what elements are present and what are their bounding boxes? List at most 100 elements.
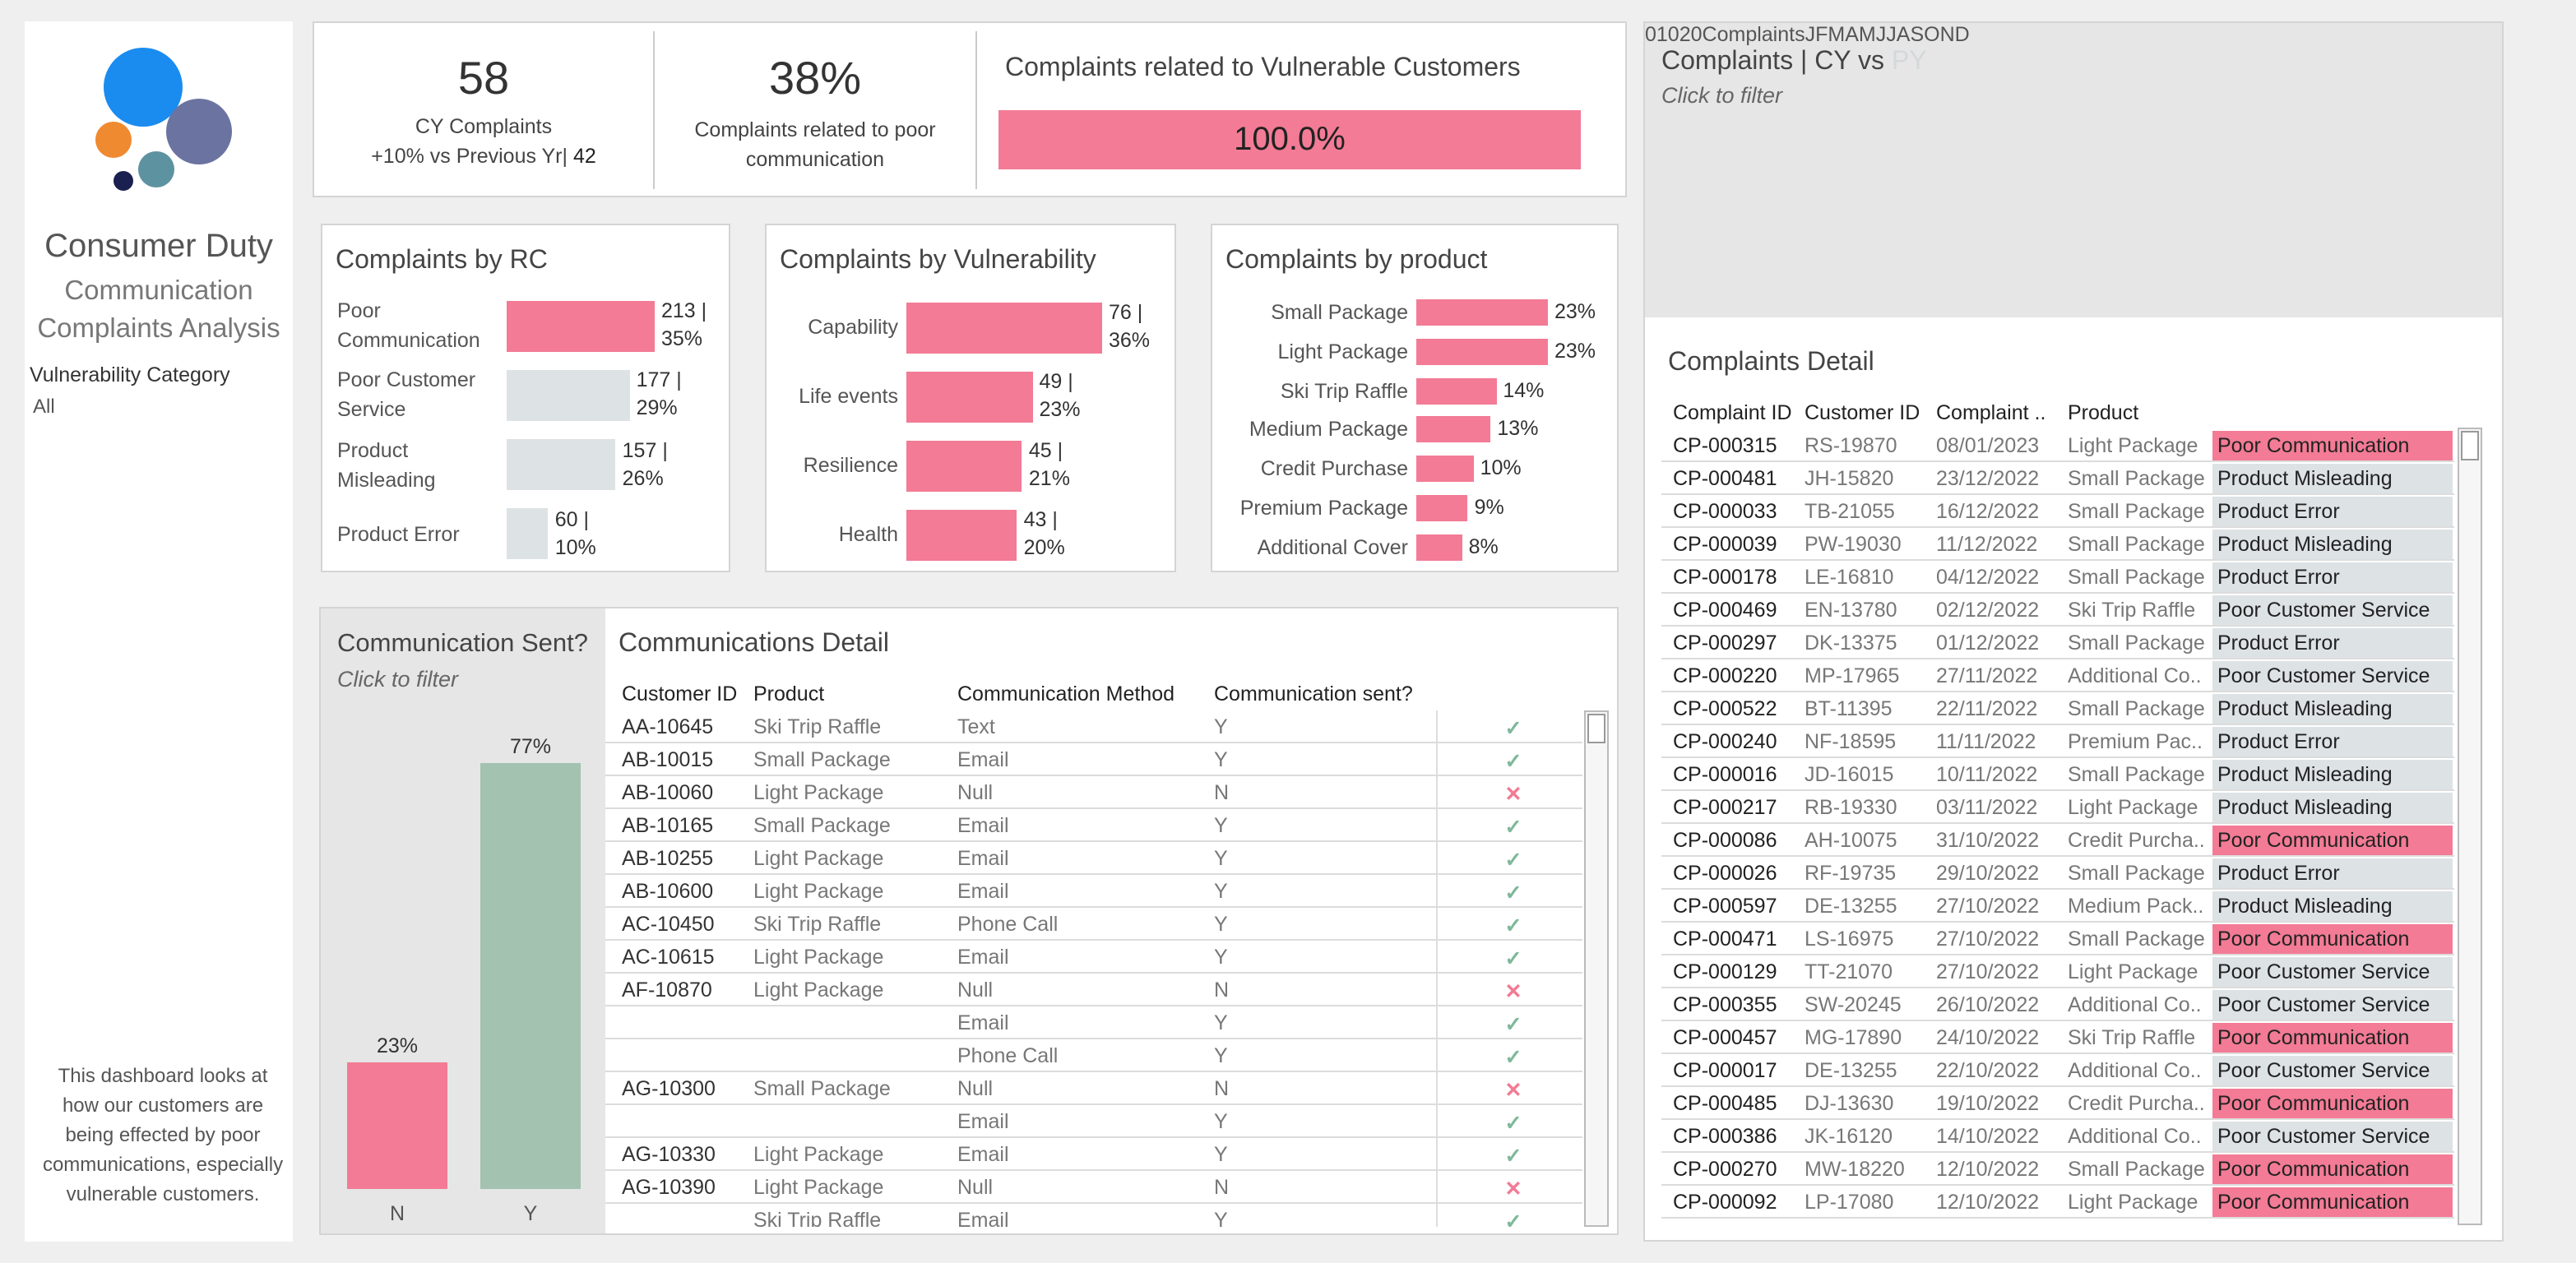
table-row[interactable]: CP-000597 DE-13255 27/10/2022 Medium Pack..…: [1661, 890, 2454, 923]
table-cell: AC-10450: [622, 913, 715, 936]
table-row[interactable]: AC-10450 Ski Trip Raffle Phone Call Y ✓: [605, 908, 1582, 941]
filter-value[interactable]: All: [33, 395, 55, 418]
table-row[interactable]: CP-000039 PW-19030 11/12/2022 Small Package…: [1661, 528, 2454, 561]
table-row[interactable]: CP-000522 BT-11395 22/11/2022 Small Package…: [1661, 692, 2454, 725]
scrollbar[interactable]: [1584, 710, 1609, 1227]
chart-subtitle: Click to filter: [1661, 83, 1783, 108]
column-divider: [1436, 710, 1438, 1227]
table-body[interactable]: CP-000315 RS-19870 08/01/2023 Light Package…: [1661, 429, 2454, 1224]
table-row[interactable]: Ski Trip Raffle Email Y ✓: [605, 1204, 1582, 1227]
table-cell: CP-000469: [1673, 599, 1777, 622]
table-cell: Null: [957, 781, 994, 804]
table-row[interactable]: CP-000220 MP-17965 27/11/2022 Additional Co…: [1661, 659, 2454, 692]
table-cell: Poor Customer Service: [2212, 661, 2453, 691]
table-cell: CP-000129: [1673, 960, 1777, 983]
table-row[interactable]: CP-000086 AH-10075 31/10/2022 Credit Purcha…: [1661, 824, 2454, 857]
table-row[interactable]: Phone Call Y ✓: [605, 1039, 1582, 1072]
table-cell: Email: [957, 1110, 1009, 1133]
line-chart-area[interactable]: Complaints | CY vs PY Click to filter 01…: [1645, 23, 2502, 317]
table-row[interactable]: CP-000315 RS-19870 08/01/2023 Light Package…: [1661, 429, 2454, 462]
table-row[interactable]: CP-000033 TB-21055 16/12/2022 Small Package…: [1661, 495, 2454, 528]
table-cell: DE-13255: [1805, 895, 1897, 918]
table-row[interactable]: CP-000129 TT-21070 27/10/2022 Light Package…: [1661, 955, 2454, 988]
table-row[interactable]: CP-000297 DK-13375 01/12/2022 Small Package…: [1661, 627, 2454, 659]
value-label: 9%: [1474, 496, 1504, 519]
table-row[interactable]: Email Y ✓: [605, 1105, 1582, 1138]
table-cell: Product Misleading: [2212, 530, 2453, 559]
chart-title: Complaints by Vulnerability: [780, 247, 1096, 275]
bar: [906, 302, 1102, 353]
table-row[interactable]: CP-000026 RF-19735 29/10/2022 Small Package…: [1661, 857, 2454, 890]
x-tick-label: M: [1828, 23, 1846, 46]
table-row[interactable]: AG-10300 Small Package Null N ✕: [605, 1072, 1582, 1105]
table-row[interactable]: AB-10255 Light Package Email Y ✓: [605, 842, 1582, 875]
table-cell: CP-000178: [1673, 566, 1777, 589]
table-row[interactable]: AF-10870 Light Package Null N ✕: [605, 974, 1582, 1006]
table-row[interactable]: AA-10645 Ski Trip Raffle Text Y ✓: [605, 710, 1582, 743]
table-cell: Product Misleading: [2212, 464, 2453, 493]
table-row[interactable]: CP-000471 LS-16975 27/10/2022 Small Package…: [1661, 923, 2454, 955]
logo: [95, 48, 232, 191]
x-tick-label: N: [389, 1202, 405, 1225]
table-row[interactable]: CP-000240 NF-18595 11/11/2022 Premium Pac..…: [1661, 725, 2454, 758]
table-cell: Light Package: [753, 1143, 884, 1166]
table-cell: Poor Communication: [2212, 1154, 2453, 1184]
table-row[interactable]: AG-10390 Light Package Null N ✕: [605, 1171, 1582, 1204]
table-row[interactable]: CP-000016 JD-16015 10/11/2022 Small Package…: [1661, 758, 2454, 791]
table-cell: CP-000522: [1673, 697, 1777, 720]
table-cell: Poor Communication: [2212, 431, 2453, 460]
table-cell: Poor Customer Service: [2212, 1122, 2453, 1151]
table-cell: Y: [1214, 715, 1228, 738]
table-row[interactable]: CP-000457 MG-17890 24/10/2022 Ski Trip Raff…: [1661, 1021, 2454, 1054]
table-cell: CP-000597: [1673, 895, 1777, 918]
table-cell: AH-10075: [1805, 829, 1897, 852]
category-label: Premium Package: [1239, 497, 1408, 520]
table-row[interactable]: CP-000017 DE-13255 22/10/2022 Additional Co…: [1661, 1054, 2454, 1087]
table-cell: 12/10/2022: [1936, 1191, 2040, 1214]
scroll-thumb[interactable]: [1587, 714, 1605, 743]
table-row[interactable]: AB-10600 Light Package Email Y ✓: [605, 875, 1582, 908]
table-row[interactable]: CP-000355 SW-20245 26/10/2022 Additional Co…: [1661, 988, 2454, 1021]
table-cell: Ski Trip Raffle: [753, 913, 882, 936]
table-cell: JK-16120: [1805, 1125, 1893, 1148]
value-label: 76 | 36%: [1109, 301, 1151, 352]
table-cell: N: [1214, 1077, 1230, 1100]
bar: [906, 371, 1033, 422]
scroll-thumb[interactable]: [2461, 431, 2479, 460]
table-cell: Poor Communication: [2212, 924, 2453, 954]
table-row[interactable]: CP-000386 JK-16120 14/10/2022 Additional Co…: [1661, 1120, 2454, 1153]
bar[interactable]: [480, 763, 581, 1189]
communication-panel: Communication Sent? Click to filter 23% N…: [319, 607, 1619, 1235]
status-icon: ✓: [1504, 1013, 1522, 1036]
category-label: Poor Customer Service: [337, 368, 476, 422]
table-row[interactable]: AG-10330 Light Package Email Y ✓: [605, 1138, 1582, 1171]
value-label: 14%: [1503, 378, 1545, 402]
table-row[interactable]: CP-000469 EN-13780 02/12/2022 Ski Trip Raff…: [1661, 594, 2454, 627]
table-row[interactable]: CP-000092 LP-17080 12/10/2022 Light Package…: [1661, 1186, 2454, 1219]
scrollbar[interactable]: [2458, 428, 2482, 1225]
table-row[interactable]: CP-000270 MW-18220 12/10/2022 Small Package…: [1661, 1153, 2454, 1186]
table-row[interactable]: CP-000481 JH-15820 23/12/2022 Small Package…: [1661, 462, 2454, 495]
table-cell: CP-000457: [1673, 1026, 1777, 1049]
table-row[interactable]: AB-10015 Small Package Email Y ✓: [605, 743, 1582, 776]
table-row[interactable]: AB-10060 Light Package Null N ✕: [605, 776, 1582, 809]
table-cell: Ski Trip Raffle: [753, 715, 882, 738]
table-row[interactable]: Email Y ✓: [605, 1006, 1582, 1039]
table-body[interactable]: AA-10645 Ski Trip Raffle Text Y ✓ AB-10015 Sma…: [605, 710, 1582, 1227]
table-row[interactable]: CP-000217 RB-19330 03/11/2022 Light Package…: [1661, 791, 2454, 824]
table-cell: Additional Co..: [2068, 664, 2202, 687]
table-cell: MG-17890: [1805, 1026, 1902, 1049]
table-cell: 23/12/2022: [1936, 467, 2040, 490]
table-cell: Product Error: [2212, 858, 2453, 888]
table-cell: CP-000017: [1673, 1059, 1777, 1082]
bar[interactable]: [347, 1062, 447, 1189]
x-tick-label: O: [1924, 23, 1940, 46]
chart-title: Complaints by RC: [336, 247, 548, 275]
table-row[interactable]: CP-000178 LE-16810 04/12/2022 Small Package…: [1661, 561, 2454, 594]
table-row[interactable]: CP-000485 DJ-13630 19/10/2022 Credit Purcha…: [1661, 1087, 2454, 1120]
table-row[interactable]: AC-10615 Light Package Email Y ✓: [605, 941, 1582, 974]
table-cell: 22/10/2022: [1936, 1059, 2040, 1082]
table-cell: DJ-13630: [1805, 1092, 1894, 1115]
table-cell: Product Misleading: [2212, 793, 2453, 822]
table-row[interactable]: AB-10165 Small Package Email Y ✓: [605, 809, 1582, 842]
